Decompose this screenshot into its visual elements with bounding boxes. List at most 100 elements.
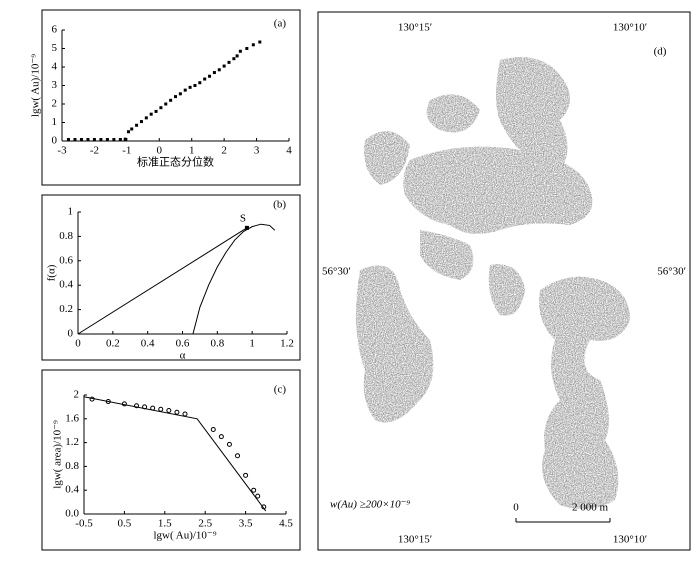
point — [73, 138, 77, 142]
x-axis-label: lgw( Au)/10⁻⁹ — [153, 530, 216, 542]
y-tick-label: 6 — [52, 24, 58, 36]
point — [86, 138, 90, 142]
x-tick-label: -0.5 — [75, 518, 93, 530]
x-tick-label: 0.5 — [118, 518, 132, 530]
x-tick-label: 0.6 — [176, 338, 190, 350]
point — [178, 92, 182, 96]
x-tick-label: 0.2 — [106, 338, 120, 350]
panel-label: (b) — [273, 199, 286, 211]
y-tick-label: 0.8 — [59, 230, 73, 242]
scale-label: 0 — [513, 502, 519, 514]
point — [235, 453, 241, 459]
y-tick-label: 0.8 — [65, 460, 79, 472]
x-tick-label: 1 — [249, 338, 255, 350]
x-tick-label: 0 — [75, 338, 81, 350]
annotation-point — [244, 225, 249, 230]
point — [66, 138, 70, 142]
y-tick-label: 1 — [68, 206, 74, 218]
point — [79, 138, 83, 142]
x-tick-label: 0.8 — [210, 338, 224, 350]
point — [174, 95, 177, 99]
point — [169, 98, 173, 102]
point — [226, 441, 232, 447]
x-tick-label: -2 — [90, 145, 99, 157]
x-tick-label: 2 — [221, 145, 227, 157]
x-tick-label: 1.5 — [158, 518, 172, 530]
point — [112, 138, 116, 142]
point — [212, 71, 216, 75]
x-tick-label: 1.2 — [280, 338, 294, 350]
point — [166, 407, 172, 413]
point — [159, 106, 163, 110]
panel-label: (a) — [274, 18, 287, 30]
point — [217, 68, 221, 72]
map-legend: w(Au) ≥200×10⁻⁹ — [330, 499, 410, 511]
point — [183, 88, 187, 92]
point — [203, 77, 207, 81]
y-tick-label: 0.0 — [65, 508, 79, 520]
y-tick-label: 1.2 — [65, 436, 79, 448]
annotation: S — [240, 212, 246, 224]
x-tick-label: 0.4 — [141, 338, 155, 350]
panel-d-frame — [317, 11, 691, 551]
y-tick-label: 0 — [68, 328, 74, 340]
point — [255, 493, 261, 499]
point — [164, 102, 168, 106]
panel-a-frame — [41, 9, 301, 186]
point — [243, 472, 249, 478]
lon-label: 130°10′ — [613, 22, 647, 34]
panel-b-frame — [41, 194, 301, 361]
y-axis-label: f(α) — [46, 264, 58, 281]
x-tick-label: 2.5 — [198, 518, 212, 530]
y-tick-label: 2 — [52, 98, 58, 110]
line — [77, 227, 248, 335]
y-axis-label: lgw( Au)/10⁻⁹ — [30, 54, 42, 117]
point — [144, 116, 148, 120]
y-tick-label: 0.2 — [59, 303, 73, 315]
point — [149, 112, 153, 116]
lon-label: 130°10′ — [613, 534, 647, 546]
point — [174, 409, 180, 415]
point — [198, 81, 202, 85]
y-tick-label: 3 — [52, 79, 58, 91]
lat-label: 56°30′ — [322, 266, 351, 278]
x-tick-label: 3.5 — [239, 518, 253, 530]
point — [251, 487, 257, 493]
point — [158, 406, 164, 412]
y-tick-label: 0 — [52, 135, 58, 147]
x-tick-label: -1 — [122, 145, 131, 157]
point — [227, 60, 231, 64]
point — [139, 120, 143, 124]
point — [92, 138, 96, 142]
scale-label: 2 000 m — [572, 502, 609, 514]
point — [222, 64, 226, 68]
point — [99, 138, 103, 142]
point — [258, 40, 262, 44]
point — [210, 427, 216, 433]
point — [245, 47, 249, 50]
point — [118, 138, 122, 142]
y-tick-label: 0.4 — [65, 484, 79, 496]
y-tick-label: 2 — [74, 389, 80, 401]
x-tick-label: 3 — [254, 145, 260, 157]
point — [154, 109, 158, 113]
panel-label: (c) — [274, 384, 287, 396]
point — [182, 411, 188, 417]
lat-label: 56°30′ — [657, 266, 686, 278]
panel-c-frame — [41, 369, 301, 551]
point — [188, 85, 192, 89]
y-tick-label: 1.6 — [65, 412, 79, 424]
y-tick-label: 1 — [52, 116, 58, 128]
line — [192, 223, 276, 335]
y-tick-label: 0.4 — [59, 279, 73, 291]
point — [105, 138, 109, 142]
x-tick-label: -3 — [57, 145, 67, 157]
x-tick-label: 1 — [189, 145, 195, 157]
point — [235, 54, 239, 58]
lon-label: 130°15′ — [398, 534, 432, 546]
point — [218, 434, 224, 440]
point — [135, 123, 139, 127]
x-tick-label: 4 — [286, 145, 292, 157]
point — [126, 130, 130, 134]
